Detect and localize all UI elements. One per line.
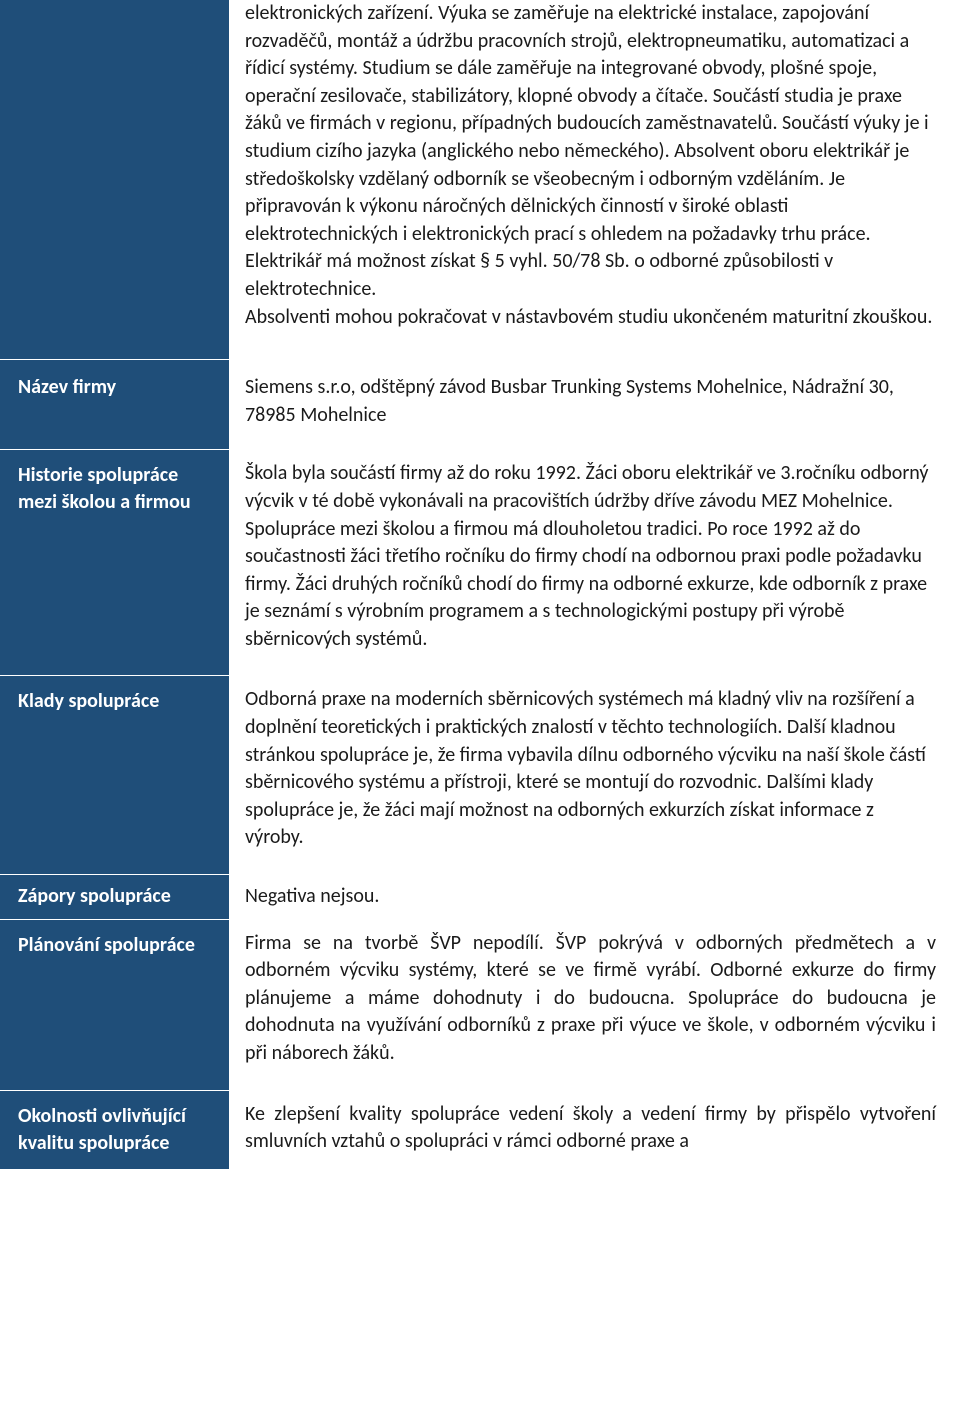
content-nazev-firmy-text: Siemens s.r.o, odštěpný závod Busbar Tru… — [245, 374, 936, 429]
content-planovani-text: Firma se na tvorbě ŠVP nepodílí. ŠVP pok… — [245, 930, 936, 1068]
content-nazev-firmy: Siemens s.r.o, odštěpný závod Busbar Tru… — [229, 360, 960, 450]
row-zapory: Zápory spolupráce Negativa nejsou. — [0, 875, 960, 920]
row-planovani: Plánování spolupráce Firma se na tvorbě … — [0, 919, 960, 1090]
label-klady: Klady spolupráce — [0, 676, 229, 875]
row-klady: Klady spolupráce Odborná praxe na modern… — [0, 676, 960, 875]
content-klady-text: Odborná praxe na moderních sběrnicových … — [245, 686, 936, 852]
content-planovani: Firma se na tvorbě ŠVP nepodílí. ŠVP pok… — [229, 919, 960, 1090]
document-table: elektronických zařízení. Výuka se zaměřu… — [0, 0, 960, 1170]
content-historie-text: Škola byla součástí firmy až do roku 199… — [245, 460, 936, 653]
row-nazev-firmy: Název firmy Siemens s.r.o, odštěpný závo… — [0, 360, 960, 450]
content-zapory: Negativa nejsou. — [229, 875, 960, 920]
row-intro: elektronických zařízení. Výuka se zaměřu… — [0, 0, 960, 360]
content-intro-text: elektronických zařízení. Výuka se zaměřu… — [245, 0, 936, 331]
label-okolnosti: Okolnosti ovlivňující kvalitu spolupráce — [0, 1090, 229, 1169]
label-historie: Historie spolupráce mezi školou a firmou — [0, 450, 229, 676]
content-historie: Škola byla součástí firmy až do roku 199… — [229, 450, 960, 676]
content-klady: Odborná praxe na moderních sběrnicových … — [229, 676, 960, 875]
content-okolnosti-text: Ke zlepšení kvality spolupráce vedení šk… — [245, 1101, 936, 1156]
label-planovani: Plánování spolupráce — [0, 919, 229, 1090]
label-intro — [0, 0, 229, 360]
content-zapory-text: Negativa nejsou. — [245, 883, 936, 911]
content-okolnosti: Ke zlepšení kvality spolupráce vedení šk… — [229, 1090, 960, 1169]
row-okolnosti: Okolnosti ovlivňující kvalitu spolupráce… — [0, 1090, 960, 1169]
row-historie: Historie spolupráce mezi školou a firmou… — [0, 450, 960, 676]
label-nazev-firmy: Název firmy — [0, 360, 229, 450]
content-intro: elektronických zařízení. Výuka se zaměřu… — [229, 0, 960, 360]
label-zapory: Zápory spolupráce — [0, 875, 229, 920]
